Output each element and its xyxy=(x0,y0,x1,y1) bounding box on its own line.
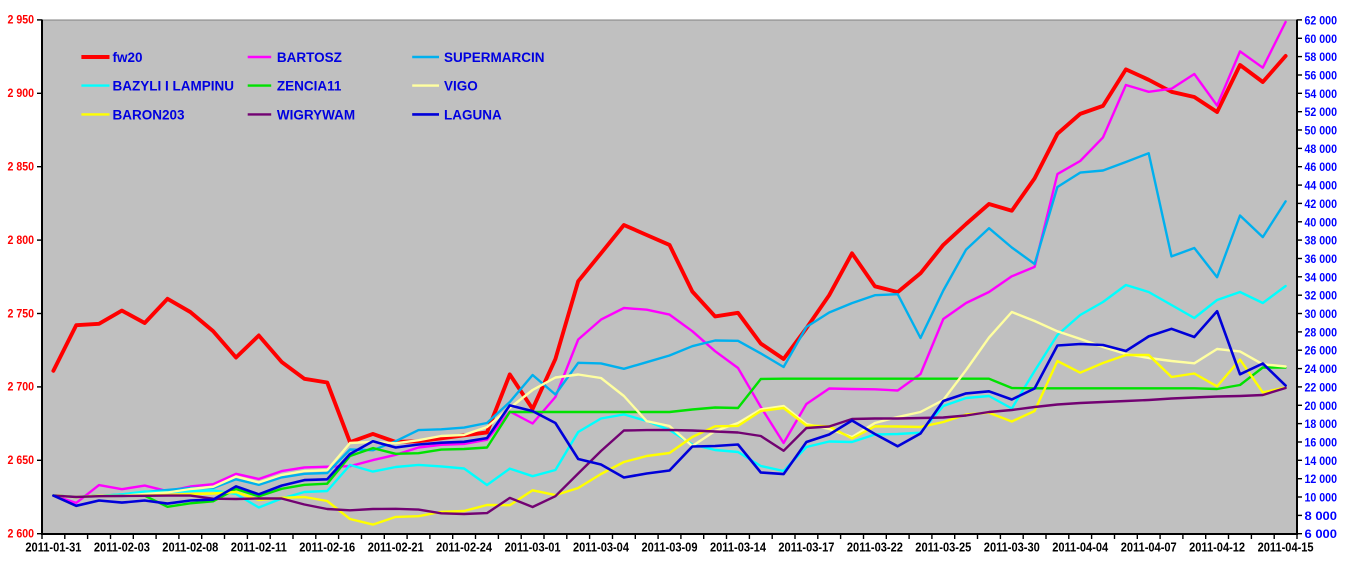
svg-text:2 600: 2 600 xyxy=(8,529,35,541)
svg-text:56 000: 56 000 xyxy=(1305,69,1338,83)
svg-text:2011-02-24: 2011-02-24 xyxy=(436,541,492,555)
svg-text:WIGRYWAM: WIGRYWAM xyxy=(277,107,355,122)
svg-text:24 000: 24 000 xyxy=(1305,362,1338,376)
svg-text:34 000: 34 000 xyxy=(1305,270,1338,284)
svg-text:8 000: 8 000 xyxy=(1305,509,1338,523)
svg-text:38 000: 38 000 xyxy=(1305,234,1338,248)
svg-text:2011-02-21: 2011-02-21 xyxy=(368,541,424,555)
svg-text:2 750: 2 750 xyxy=(8,308,35,320)
svg-text:2011-04-15: 2011-04-15 xyxy=(1258,541,1314,555)
svg-text:26 000: 26 000 xyxy=(1305,344,1338,358)
svg-text:VIGO: VIGO xyxy=(444,79,478,94)
svg-text:40 000: 40 000 xyxy=(1305,215,1338,229)
svg-text:BAZYLI I LAMPINU: BAZYLI I LAMPINU xyxy=(113,79,235,94)
svg-text:2 900: 2 900 xyxy=(8,88,35,100)
svg-text:fw20: fw20 xyxy=(113,50,143,65)
svg-text:2 950: 2 950 xyxy=(8,15,35,27)
svg-text:2011-02-08: 2011-02-08 xyxy=(162,541,218,555)
svg-text:BARTOSZ: BARTOSZ xyxy=(277,50,342,65)
svg-text:2011-03-25: 2011-03-25 xyxy=(915,541,971,555)
svg-text:46 000: 46 000 xyxy=(1305,160,1338,174)
svg-text:2011-03-14: 2011-03-14 xyxy=(710,541,766,555)
svg-text:2011-03-04: 2011-03-04 xyxy=(573,541,629,555)
svg-text:6 000: 6 000 xyxy=(1305,527,1338,541)
svg-text:58 000: 58 000 xyxy=(1305,50,1338,64)
svg-text:36 000: 36 000 xyxy=(1305,252,1338,266)
svg-text:16 000: 16 000 xyxy=(1305,436,1338,450)
svg-text:BARON203: BARON203 xyxy=(113,107,186,122)
svg-text:30 000: 30 000 xyxy=(1305,307,1338,321)
svg-text:2011-03-17: 2011-03-17 xyxy=(778,541,834,555)
svg-text:SUPERMARCIN: SUPERMARCIN xyxy=(444,50,545,65)
svg-text:2011-04-04: 2011-04-04 xyxy=(1052,541,1108,555)
svg-text:22 000: 22 000 xyxy=(1305,380,1338,394)
svg-text:20 000: 20 000 xyxy=(1305,399,1338,413)
svg-text:12 000: 12 000 xyxy=(1305,472,1338,486)
svg-text:2011-03-01: 2011-03-01 xyxy=(505,541,561,555)
svg-text:54 000: 54 000 xyxy=(1305,87,1338,101)
svg-text:52 000: 52 000 xyxy=(1305,105,1338,119)
svg-text:2011-03-30: 2011-03-30 xyxy=(984,541,1040,555)
svg-text:2011-02-03: 2011-02-03 xyxy=(94,541,150,555)
svg-text:60 000: 60 000 xyxy=(1305,32,1338,46)
svg-text:2 800: 2 800 xyxy=(8,235,35,247)
svg-text:2 700: 2 700 xyxy=(8,382,35,394)
svg-text:2011-01-31: 2011-01-31 xyxy=(25,541,81,555)
svg-text:10 000: 10 000 xyxy=(1305,491,1338,505)
svg-text:28 000: 28 000 xyxy=(1305,325,1338,339)
svg-text:14 000: 14 000 xyxy=(1305,454,1338,468)
svg-text:42 000: 42 000 xyxy=(1305,197,1338,211)
svg-text:50 000: 50 000 xyxy=(1305,124,1338,138)
svg-text:2011-02-16: 2011-02-16 xyxy=(299,541,355,555)
svg-text:2 850: 2 850 xyxy=(8,162,35,174)
svg-text:2011-03-09: 2011-03-09 xyxy=(642,541,698,555)
svg-text:2 650: 2 650 xyxy=(8,455,35,467)
svg-text:48 000: 48 000 xyxy=(1305,142,1338,156)
svg-text:2011-04-07: 2011-04-07 xyxy=(1121,541,1177,555)
svg-text:62 000: 62 000 xyxy=(1305,13,1338,27)
svg-text:ZENCIA11: ZENCIA11 xyxy=(277,79,342,94)
svg-text:LAGUNA: LAGUNA xyxy=(444,107,502,122)
svg-text:2011-03-22: 2011-03-22 xyxy=(847,541,903,555)
svg-text:32 000: 32 000 xyxy=(1305,289,1338,303)
svg-text:2011-04-12: 2011-04-12 xyxy=(1189,541,1245,555)
svg-text:18 000: 18 000 xyxy=(1305,417,1338,431)
svg-text:44 000: 44 000 xyxy=(1305,179,1338,193)
svg-text:2011-02-11: 2011-02-11 xyxy=(231,541,287,555)
